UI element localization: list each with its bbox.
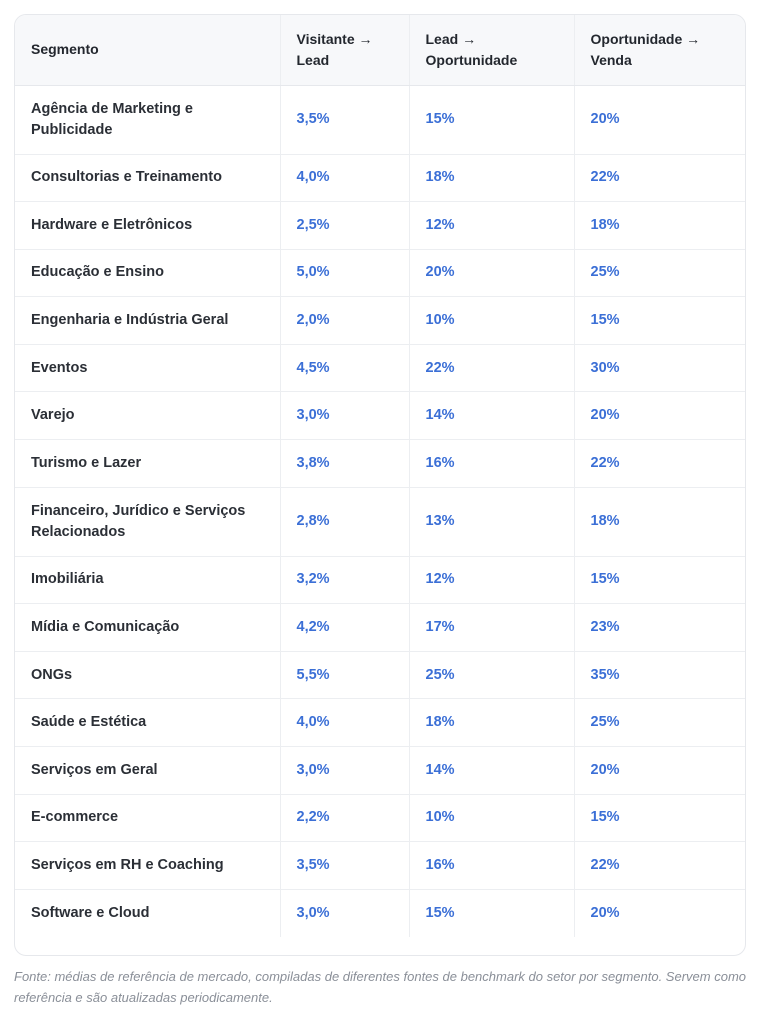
table-row: Hardware e Eletrônicos 2,5% 12% 18% bbox=[15, 201, 745, 250]
opportunity-to-sale-cell: 35% bbox=[573, 651, 745, 700]
visitor-to-lead-cell: 2,0% bbox=[279, 296, 409, 345]
lead-to-opportunity-cell: 16% bbox=[408, 439, 574, 488]
table-row: Educação e Ensino 5,0% 20% 25% bbox=[15, 249, 745, 298]
opportunity-to-sale-cell: 20% bbox=[573, 391, 745, 441]
header-opportunity-to-sale: Oportunidade → Venda bbox=[573, 15, 745, 86]
visitor-to-lead-cell: 5,5% bbox=[279, 651, 409, 700]
table-row: Serviços em RH e Coaching 3,5% 16% 22% bbox=[15, 841, 745, 890]
opportunity-to-sale-cell: 20% bbox=[573, 889, 745, 937]
segment-cell: Agência de Marketing e Publicidade bbox=[15, 85, 280, 155]
opportunity-to-sale-cell: 22% bbox=[573, 841, 745, 890]
table-row: Eventos 4,5% 22% 30% bbox=[15, 344, 745, 393]
header-row: Segmento Visitante → Lead Lead → Oportun… bbox=[15, 15, 745, 86]
segment-cell: Consultorias e Treinamento bbox=[15, 154, 280, 203]
lead-to-opportunity-cell: 10% bbox=[408, 794, 574, 843]
table-row: Serviços em Geral 3,0% 14% 20% bbox=[15, 746, 745, 795]
visitor-to-lead-cell: 4,2% bbox=[279, 603, 409, 652]
segment-cell: Educação e Ensino bbox=[15, 249, 280, 298]
opportunity-to-sale-cell: 25% bbox=[573, 249, 745, 298]
lead-to-opportunity-cell: 13% bbox=[408, 487, 574, 557]
visitor-to-lead-cell: 2,8% bbox=[279, 487, 409, 557]
visitor-to-lead-cell: 2,2% bbox=[279, 794, 409, 843]
segment-cell: Imobiliária bbox=[15, 556, 280, 605]
opportunity-to-sale-cell: 30% bbox=[573, 344, 745, 393]
header-visitor-to-lead: Visitante → Lead bbox=[279, 15, 409, 86]
table-row: Saúde e Estética 4,0% 18% 25% bbox=[15, 698, 745, 748]
opportunity-to-sale-cell: 22% bbox=[573, 154, 745, 203]
table-body: Agência de Marketing e Publicidade 3,5% 15… bbox=[15, 85, 745, 937]
visitor-to-lead-cell: 4,0% bbox=[279, 698, 409, 748]
visitor-to-lead-cell: 3,0% bbox=[279, 889, 409, 937]
table-header: Segmento Visitante → Lead Lead → Oportun… bbox=[15, 15, 745, 86]
visitor-to-lead-cell: 4,0% bbox=[279, 154, 409, 203]
visitor-to-lead-cell: 3,0% bbox=[279, 391, 409, 441]
opportunity-to-sale-cell: 18% bbox=[573, 487, 745, 557]
opportunity-to-sale-cell: 15% bbox=[573, 556, 745, 605]
opportunity-to-sale-cell: 18% bbox=[573, 201, 745, 250]
lead-to-opportunity-cell: 25% bbox=[408, 651, 574, 700]
benchmark-table-card: Segmento Visitante → Lead Lead → Oportun… bbox=[14, 14, 746, 956]
visitor-to-lead-cell: 3,0% bbox=[279, 746, 409, 795]
table-row: Turismo e Lazer 3,8% 16% 22% bbox=[15, 439, 745, 488]
table-row: Agência de Marketing e Publicidade 3,5% 15… bbox=[15, 85, 745, 155]
segment-cell: Varejo bbox=[15, 391, 280, 441]
segment-cell: Software e Cloud bbox=[31, 904, 150, 921]
lead-to-opportunity-cell: 12% bbox=[408, 201, 574, 250]
lead-to-opportunity-cell: 18% bbox=[408, 698, 574, 748]
segment-cell: E-commerce bbox=[15, 794, 280, 843]
visitor-to-lead-cell: 3,5% bbox=[279, 841, 409, 890]
lead-to-opportunity-cell: 20% bbox=[408, 249, 574, 298]
lead-to-opportunity-cell: 15% bbox=[408, 85, 574, 155]
table-row: Mídia e Comunicação 4,2% 17% 23% bbox=[15, 603, 745, 652]
table-row: Software e Cloud 3,0% 15% 20% bbox=[15, 889, 745, 937]
segment-cell: Serviços em RH e Coaching bbox=[15, 841, 280, 890]
opportunity-to-sale-cell: 15% bbox=[573, 794, 745, 843]
lead-to-opportunity-cell: 18% bbox=[408, 154, 574, 203]
segment-cell: Turismo e Lazer bbox=[15, 439, 280, 488]
header-segment: Segmento bbox=[15, 15, 280, 86]
table-row: ONGs 5,5% 25% 35% bbox=[15, 651, 745, 700]
segment-cell: Eventos bbox=[15, 344, 280, 393]
table-row: Consultorias e Treinamento 4,0% 18% 22% bbox=[15, 154, 745, 203]
conversion-benchmark-table: Segmento Visitante → Lead Lead → Oportun… bbox=[15, 15, 745, 937]
segment-cell: Mídia e Comunicação bbox=[15, 603, 280, 652]
segment-cell: ONGs bbox=[15, 651, 280, 700]
segment-cell: Saúde e Estética bbox=[15, 698, 280, 748]
table-row: Varejo 3,0% 14% 20% bbox=[15, 391, 745, 441]
header-lead-to-opportunity: Lead → Oportunidade bbox=[408, 15, 574, 86]
lead-to-opportunity-cell: 14% bbox=[408, 391, 574, 441]
opportunity-to-sale-cell: 15% bbox=[573, 296, 745, 345]
lead-to-opportunity-cell: 15% bbox=[408, 889, 574, 937]
lead-to-opportunity-cell: 17% bbox=[408, 603, 574, 652]
opportunity-to-sale-cell: 20% bbox=[573, 85, 745, 155]
visitor-to-lead-cell: 3,5% bbox=[279, 85, 409, 155]
visitor-to-lead-cell: 5,0% bbox=[279, 249, 409, 298]
segment-cell: Serviços em Geral bbox=[15, 746, 280, 795]
table-row: Financeiro, Jurídico e Serviços Relacion… bbox=[15, 487, 745, 557]
lead-to-opportunity-cell: 10% bbox=[408, 296, 574, 345]
opportunity-to-sale-cell: 25% bbox=[573, 698, 745, 748]
lead-to-opportunity-cell: 14% bbox=[408, 746, 574, 795]
source-footnote: Fonte: médias de referência de mercado, … bbox=[14, 969, 746, 1005]
table-row: Engenharia e Indústria Geral 2,0% 10% 15% bbox=[15, 296, 745, 345]
visitor-to-lead-cell: 3,2% bbox=[279, 556, 409, 605]
opportunity-to-sale-cell: 20% bbox=[573, 746, 745, 795]
table-row: E-commerce 2,2% 10% 15% bbox=[15, 794, 745, 843]
lead-to-opportunity-cell: 12% bbox=[408, 556, 574, 605]
opportunity-to-sale-cell: 23% bbox=[573, 603, 745, 652]
visitor-to-lead-cell: 2,5% bbox=[279, 201, 409, 250]
visitor-to-lead-cell: 4,5% bbox=[279, 344, 409, 393]
segment-cell: Hardware e Eletrônicos bbox=[15, 201, 280, 250]
lead-to-opportunity-cell: 22% bbox=[408, 344, 574, 393]
opportunity-to-sale-cell: 22% bbox=[573, 439, 745, 488]
table-row: Imobiliária 3,2% 12% 15% bbox=[15, 556, 745, 605]
visitor-to-lead-cell: 3,8% bbox=[279, 439, 409, 488]
lead-to-opportunity-cell: 16% bbox=[408, 841, 574, 890]
segment-cell: Financeiro, Jurídico e Serviços Relacion… bbox=[15, 487, 280, 557]
segment-cell: Engenharia e Indústria Geral bbox=[15, 296, 280, 345]
